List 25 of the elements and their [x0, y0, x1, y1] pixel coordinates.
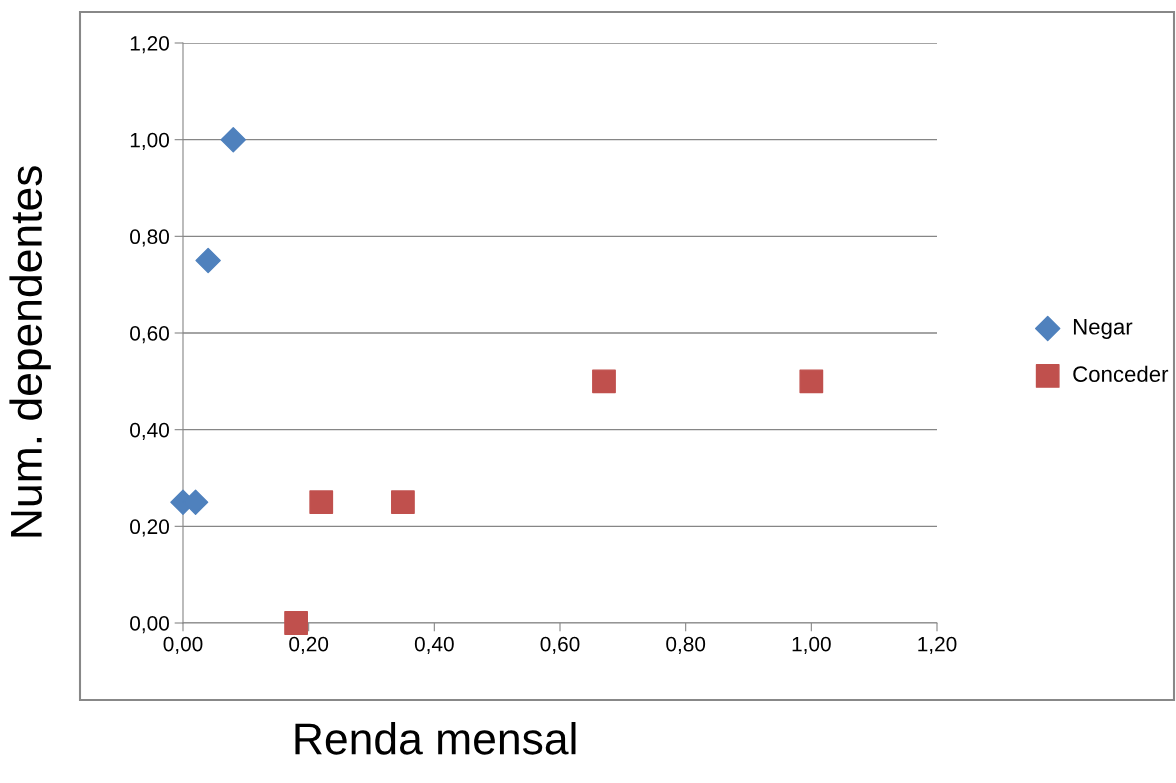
point — [284, 611, 308, 635]
y-tick-label: 1,00 — [130, 132, 169, 150]
x-tick-label: 0,40 — [414, 636, 454, 654]
x-tick-label: 0,00 — [163, 636, 203, 654]
point — [391, 490, 415, 515]
x-tick-label: 0,80 — [666, 636, 706, 654]
point — [309, 490, 334, 515]
y-axis-title: Num. dependentes — [9, 166, 51, 537]
legend-label: Negar — [1073, 319, 1133, 340]
x-tick-label: 0,60 — [540, 636, 580, 654]
y-tick-label: 0,60 — [130, 326, 169, 344]
point — [220, 126, 246, 153]
y-tick-label: 0,00 — [130, 616, 169, 634]
y-tick-label: 0,80 — [130, 229, 169, 247]
legend-label: Conceder — [1073, 365, 1169, 383]
y-tick-label: 0,40 — [130, 422, 169, 440]
y-tick-label: 0,20 — [130, 519, 169, 537]
point — [799, 369, 824, 394]
x-axis-title: Renda mensal — [295, 721, 576, 755]
point — [195, 247, 221, 274]
point — [592, 369, 616, 394]
x-tick-label: 1,00 — [792, 636, 831, 654]
y-tick-label: 1,20 — [130, 36, 169, 54]
x-tick-label: 0,20 — [289, 636, 329, 654]
x-tick-label: 1,20 — [918, 636, 957, 654]
